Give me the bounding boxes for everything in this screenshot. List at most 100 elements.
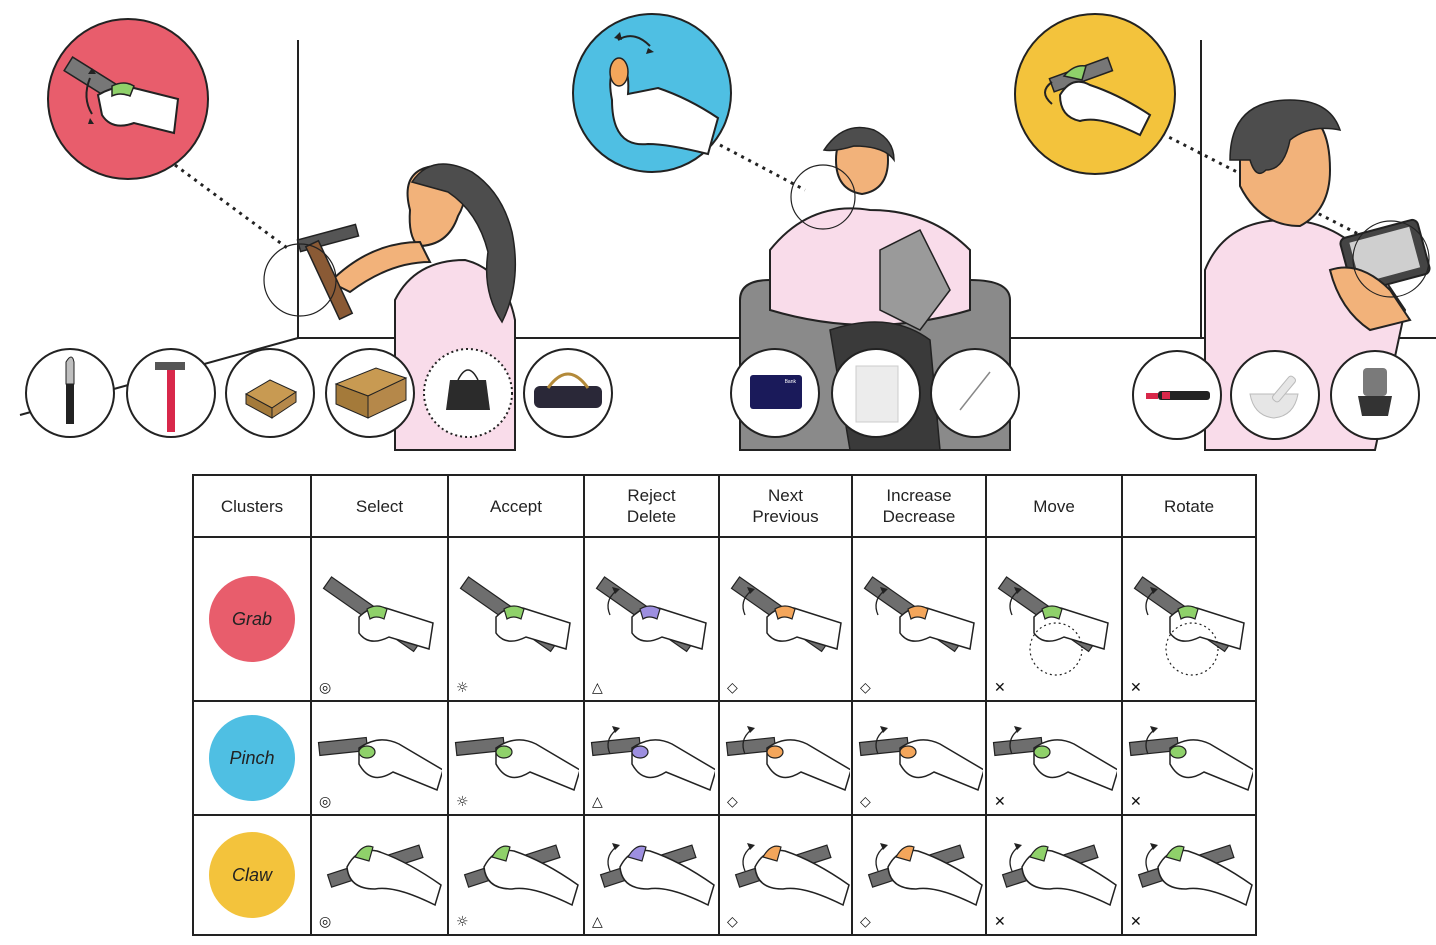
gesture-cell-claw-rotate: ✕ [1121, 814, 1257, 936]
gesture-illustration [725, 726, 850, 792]
gesture-illustration [1137, 843, 1253, 907]
mapping-symbol: ☼ [456, 680, 469, 696]
gesture-illustration [867, 843, 983, 907]
gesture-cell-grab-reject: △ [583, 536, 720, 702]
gesture-illustration [463, 844, 579, 907]
gesture-illustration [590, 726, 715, 792]
gesture-cell-pinch-next: ◇ [718, 700, 853, 816]
mapping-symbol: △ [592, 680, 603, 696]
mortar-and-pestle-object [1230, 350, 1320, 440]
claw-zoom-circle [1014, 13, 1176, 175]
header-move: Move [985, 474, 1123, 538]
gesture-illustration [326, 844, 442, 907]
gesture-illustration [454, 736, 579, 792]
header-rotate: Rotate [1121, 474, 1257, 538]
grab-zoom-circle [47, 18, 209, 180]
shopping-bag-object [423, 348, 513, 438]
gesture-illustration [734, 843, 850, 907]
gesture-illustration [317, 736, 442, 792]
marker-pen-object [1132, 350, 1222, 440]
header-accept: Accept [447, 474, 585, 538]
gesture-cell-grab-increase: ◇ [851, 536, 987, 702]
gesture-illustration [599, 843, 715, 907]
table-row: Pinch ◎ ☼ △ ◇ ◇ ✕ ✕ [192, 700, 1257, 816]
gesture-illustration [459, 576, 571, 653]
paper-sheet-object [831, 348, 921, 438]
large-box-object [325, 348, 415, 438]
cluster-badge-grab: Grab [209, 576, 295, 662]
gesture-illustration [1128, 726, 1253, 792]
mapping-symbol: ◇ [860, 794, 871, 810]
header-reject: Reject Delete [583, 474, 720, 538]
gesture-illustration [730, 576, 842, 653]
gesture-cell-claw-increase: ◇ [851, 814, 987, 936]
gesture-illustration [322, 576, 434, 653]
gesture-cell-claw-move: ✕ [985, 814, 1123, 936]
table-row: Claw ◎ ☼ △ ◇ ◇ ✕ ✕ [192, 814, 1257, 936]
cluster-cell: Pinch [192, 700, 312, 816]
duffel-bag-object [523, 348, 613, 438]
mapping-symbol: ☼ [456, 914, 469, 930]
gesture-cell-pinch-accept: ☼ [447, 700, 585, 816]
gesture-illustration [992, 726, 1117, 792]
gesture-cell-grab-accept: ☼ [447, 536, 585, 702]
mapping-symbol: ☼ [456, 794, 469, 810]
mapping-symbol: ◎ [319, 914, 332, 930]
mapping-symbol: ◇ [860, 914, 871, 930]
gesture-cell-claw-select: ◎ [310, 814, 449, 936]
mapping-symbol: ✕ [1130, 680, 1142, 696]
mapping-symbol: △ [592, 794, 603, 810]
hammer-object [126, 348, 216, 438]
gesture-illustration [858, 726, 983, 792]
mapping-symbol: ◇ [727, 680, 738, 696]
cluster-badge-claw: Claw [209, 832, 295, 918]
mapping-symbol: ◇ [727, 794, 738, 810]
mapping-symbol: ✕ [1130, 794, 1142, 810]
gesture-cell-grab-move: ✕ [985, 536, 1123, 702]
header-increase: Increase Decrease [851, 474, 987, 538]
bank-card-object: Bank [730, 348, 820, 438]
gesture-cell-claw-reject: △ [583, 814, 720, 936]
usage-scenarios-illustration: Bank [19, 13, 1436, 451]
cluster-cell: Grab [192, 536, 312, 702]
svg-text:Bank: Bank [785, 379, 797, 385]
mapping-symbol: ◇ [860, 680, 871, 696]
pinch-zoom-circle [572, 13, 732, 173]
gesture-illustration [863, 576, 975, 653]
mapping-symbol: ◇ [727, 914, 738, 930]
gesture-cell-pinch-move: ✕ [985, 700, 1123, 816]
gesture-illustration [997, 576, 1109, 676]
mapping-symbol: ✕ [994, 680, 1006, 696]
pinch-object-circles: Bank [730, 348, 1020, 438]
gesture-cell-pinch-select: ◎ [310, 700, 449, 816]
gesture-cell-grab-next: ◇ [718, 536, 853, 702]
mapping-symbol: ✕ [994, 914, 1006, 930]
gesture-illustration [1001, 843, 1117, 907]
mapping-symbol: ✕ [994, 794, 1006, 810]
header-next: Next Previous [718, 474, 853, 538]
gesture-cell-claw-next: ◇ [718, 814, 853, 936]
claw-object-circles [1132, 350, 1420, 440]
header-select: Select [310, 474, 449, 538]
gesture-cell-claw-accept: ☼ [447, 814, 585, 936]
gesture-cell-grab-select: ◎ [310, 536, 449, 702]
cluster-badge-pinch: Pinch [209, 715, 295, 801]
mapping-symbol: △ [592, 914, 603, 930]
knife-object [25, 348, 115, 438]
gesture-illustration [1133, 576, 1245, 676]
gesture-cell-pinch-reject: △ [583, 700, 720, 816]
header-clusters: Clusters [192, 474, 312, 538]
grab-object-circles [25, 348, 613, 438]
gesture-cell-pinch-rotate: ✕ [1121, 700, 1257, 816]
mapping-symbol: ◎ [319, 794, 332, 810]
table-row: Grab ◎ ☼ △ ◇ ◇ ✕ ✕ [192, 536, 1257, 702]
table-header-row: Clusters Select Accept Reject Delete Next Prev… [192, 474, 1257, 538]
gesture-cell-pinch-increase: ◇ [851, 700, 987, 816]
cluster-cell: Claw [192, 814, 312, 936]
needle-object [930, 348, 1020, 438]
mapping-symbol: ✕ [1130, 914, 1142, 930]
dish-brush-object [1330, 350, 1420, 440]
small-box-object [225, 348, 315, 438]
gesture-cell-grab-rotate: ✕ [1121, 536, 1257, 702]
mapping-symbol: ◎ [319, 680, 332, 696]
